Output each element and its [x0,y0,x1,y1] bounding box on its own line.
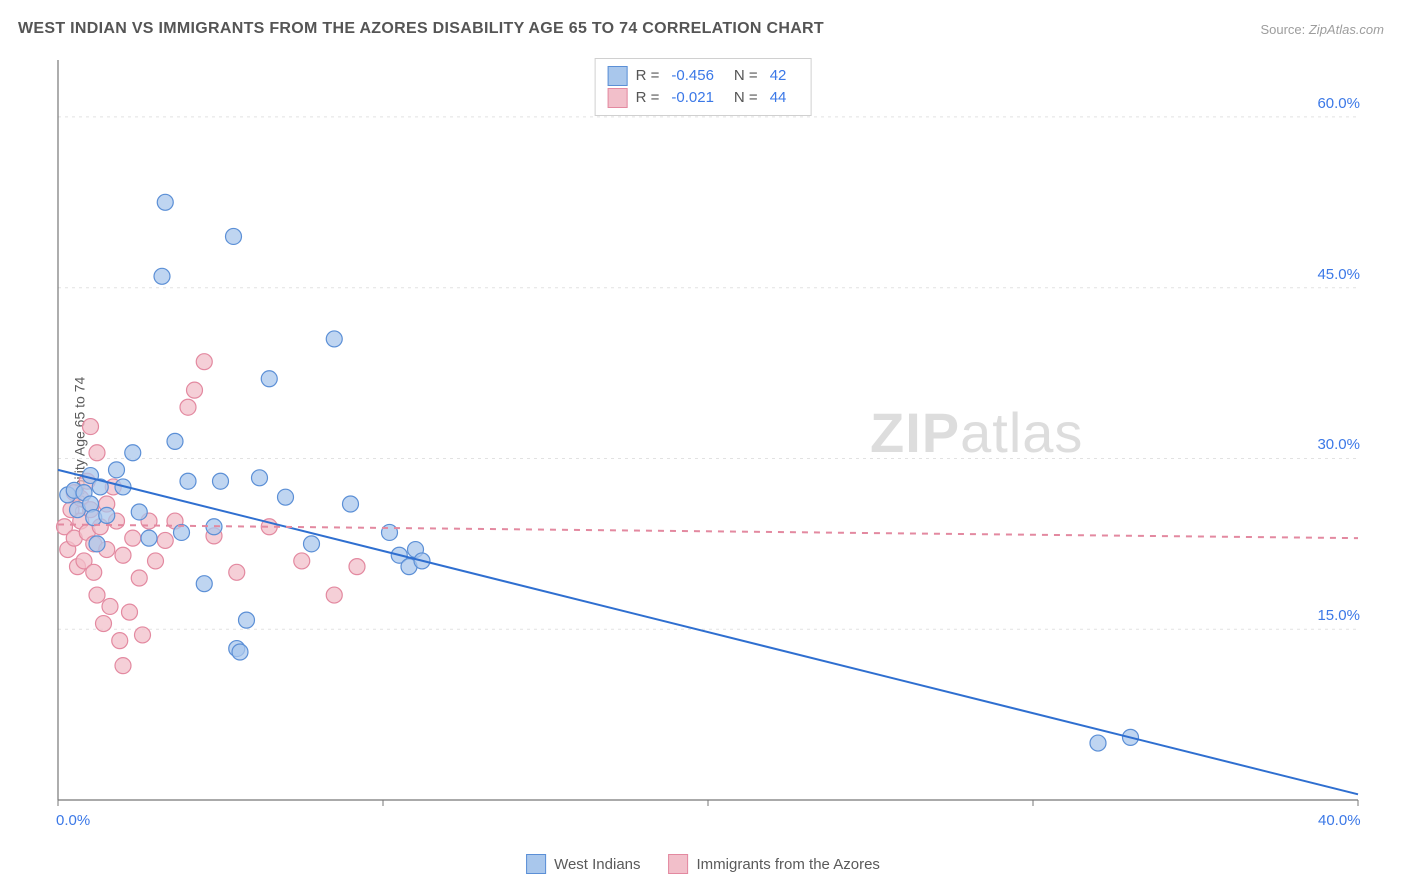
chart-title: WEST INDIAN VS IMMIGRANTS FROM THE AZORE… [18,20,824,38]
source-prefix: Source: [1260,22,1308,37]
source-name: ZipAtlas.com [1309,22,1384,37]
correlation-legend: R = -0.456 N = 42 R = -0.021 N = 44 [595,58,812,116]
source-attribution: Source: ZipAtlas.com [1260,22,1384,37]
scatter-plot [48,55,1378,825]
x-tick-label: 40.0% [1318,812,1361,829]
legend-row-series-1: R = -0.021 N = 44 [608,87,799,109]
y-tick-label: 45.0% [1300,266,1360,283]
legend-r-value-1: -0.021 [671,87,714,109]
legend-bottom-swatch-1 [669,854,689,874]
legend-n-value-0: 42 [770,65,787,87]
legend-item-1: Immigrants from the Azores [669,854,880,874]
x-tick-label: 0.0% [56,812,90,829]
legend-bottom-swatch-0 [526,854,546,874]
legend-swatch-1 [608,88,628,108]
legend-row-series-0: R = -0.456 N = 42 [608,65,799,87]
legend-bottom-label-1: Immigrants from the Azores [697,856,880,873]
legend-n-label: N = [734,87,758,109]
legend-bottom-label-0: West Indians [554,856,640,873]
series-legend: West Indians Immigrants from the Azores [526,854,880,874]
legend-swatch-0 [608,66,628,86]
legend-n-label: N = [734,65,758,87]
legend-r-label: R = [636,87,660,109]
legend-r-label: R = [636,65,660,87]
legend-r-value-0: -0.456 [671,65,714,87]
chart-container: WEST INDIAN VS IMMIGRANTS FROM THE AZORE… [0,0,1406,892]
legend-n-value-1: 44 [770,87,787,109]
legend-item-0: West Indians [526,854,640,874]
y-tick-label: 15.0% [1300,607,1360,624]
y-tick-label: 30.0% [1300,436,1360,453]
y-tick-label: 60.0% [1300,95,1360,112]
